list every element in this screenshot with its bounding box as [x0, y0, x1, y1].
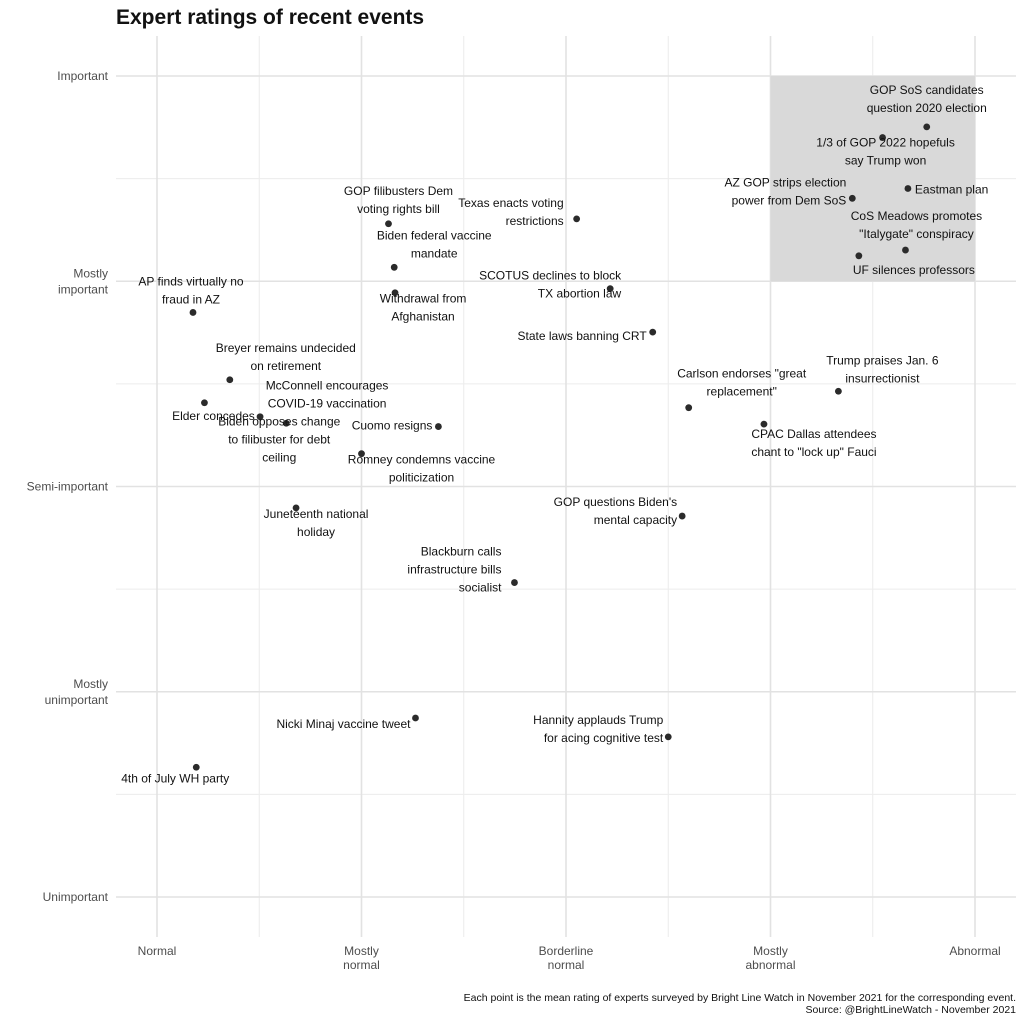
data-point-label: 4th of July WH party [121, 771, 229, 785]
data-point-label: Breyer remains undecided on retirement [216, 341, 356, 373]
data-point-label: Biden federal vaccine mandate [377, 228, 492, 260]
data-point [358, 450, 365, 458]
data-point [391, 289, 399, 297]
data-point-label: Withdrawal from Afghanistan [380, 292, 467, 324]
data-point [292, 504, 300, 512]
data-point [434, 423, 442, 430]
data-point-label: GOP SoS candidates question 2020 election [867, 83, 987, 115]
chart-caption: Each point is the mean rating of experts… [464, 992, 1017, 1016]
data-point-label: Nicki Minaj vaccine tweet [276, 717, 411, 731]
data-point-label: AZ GOP strips election power from Dem SoS [724, 175, 846, 207]
data-point [904, 185, 912, 192]
data-point [685, 404, 693, 412]
grid-lines [116, 36, 1016, 937]
data-point [412, 714, 419, 722]
data-point [511, 579, 518, 586]
data-point-label: GOP questions Biden's mental capacity [554, 495, 677, 527]
data-point [855, 252, 863, 260]
data-point [226, 376, 234, 384]
data-point-label: Elder concedes [172, 409, 255, 423]
data-point-label: CoS Meadows promotes "Italygate" conspira… [851, 209, 982, 241]
data-point-label: SCOTUS declines to block TX abortion law [479, 269, 622, 301]
data-point [879, 134, 886, 141]
data-point-label: 1/3 of GOP 2022 hopefuls say Trump won [816, 136, 955, 168]
data-point [606, 285, 614, 293]
data-point-label: GOP filibusters Dem voting rights bill [344, 184, 453, 216]
data-point-label: Carlson endorses "great replacement" [677, 367, 807, 399]
data-point [192, 763, 200, 771]
data-point [923, 123, 931, 131]
data-point-label: Texas enacts voting restrictions [458, 196, 563, 228]
data-point-label: McConnell encourages COVID-19 vaccination [266, 379, 389, 411]
data-point-label: UF silences professors [853, 263, 975, 277]
data-point [834, 387, 842, 395]
data-point-label: Cuomo resigns [352, 419, 433, 433]
data-point [902, 246, 909, 254]
data-point [678, 512, 686, 520]
x-tick-label: Borderline normal [539, 944, 594, 972]
highlight-region-layer [770, 76, 975, 282]
data-point [573, 215, 581, 223]
caption-line: Source: @BrightLineWatch - November 2021 [806, 1004, 1017, 1016]
chart-title: Expert ratings of recent events [116, 6, 424, 29]
y-tick-label: Mostly important [58, 266, 109, 296]
data-point [256, 413, 264, 421]
data-point [390, 263, 398, 271]
data-point-label: CPAC Dallas attendees chant to "lock up" … [751, 427, 876, 459]
x-tick-label: Mostly normal [343, 944, 380, 972]
data-point [848, 194, 856, 202]
data-point [649, 328, 657, 336]
data-point-label: Romney condemns vaccine politicization [348, 453, 496, 485]
y-tick-label: Important [57, 69, 108, 83]
highlight-region [770, 76, 975, 282]
axis-tick-labels: Unimportant Mostly unimportant Semi-importa… [27, 69, 1001, 972]
y-tick-label: Semi-important [27, 480, 109, 494]
data-point [201, 399, 208, 407]
data-point-label: Juneteenth national holiday [264, 507, 369, 539]
caption-line: Each point is the mean rating of experts… [464, 992, 1016, 1004]
data-point [189, 309, 197, 316]
data-point [385, 220, 392, 228]
data-point [282, 419, 290, 427]
data-point-label: Biden opposes change to filibuster for de… [218, 414, 340, 464]
data-points [189, 123, 931, 771]
y-tick-label: Unimportant [43, 890, 109, 904]
data-point-label: Blackburn calls infrastructure bills socia… [407, 545, 502, 595]
data-point [664, 733, 672, 741]
data-point-label: State laws banning CRT [518, 329, 648, 343]
data-point-label: Hannity applauds Trump for acing cognitiv… [533, 713, 664, 745]
data-point-label: AP finds virtually no fraud in AZ [138, 274, 243, 306]
x-tick-label: Abnormal [949, 944, 1000, 958]
data-point-label: Eastman plan [915, 182, 988, 196]
x-tick-label: Normal [138, 944, 177, 958]
data-point [760, 420, 768, 428]
data-point-labels: GOP SoS candidates question 2020 election… [121, 83, 988, 785]
y-tick-label: Mostly unimportant [45, 677, 109, 707]
x-tick-label: Mostly abnormal [745, 944, 795, 972]
data-point-label: Trump praises Jan. 6 insurrectionist [826, 353, 939, 385]
